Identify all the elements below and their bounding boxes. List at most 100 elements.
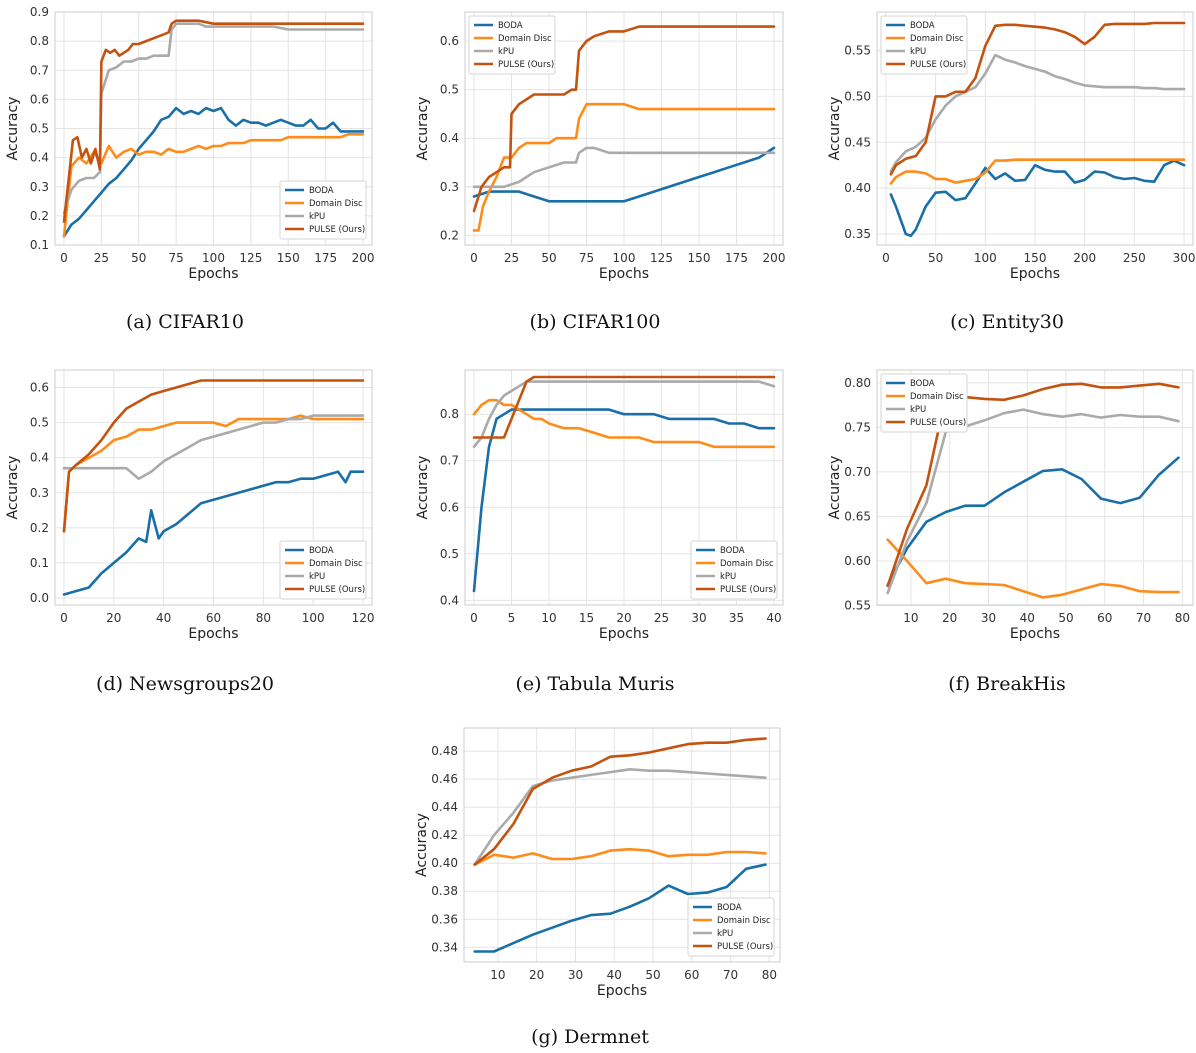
series-line	[472, 25, 776, 213]
y-tick-label: 0.7	[440, 454, 459, 468]
legend-label: kPU	[717, 929, 733, 939]
x-tick-label: 50	[645, 968, 660, 982]
x-tick-label: 0	[470, 251, 478, 265]
legend-label: kPU	[720, 572, 736, 582]
x-tick-label: 40	[1020, 611, 1035, 625]
legend-box	[687, 897, 775, 957]
x-tick-label: 200	[352, 251, 375, 265]
x-tick-label: 125	[650, 251, 673, 265]
y-tick-label: 0.5	[30, 416, 49, 430]
legend-label: BODA	[910, 379, 935, 389]
legend: BODA Domain Disc kPU PULSE (Ours)	[687, 897, 775, 957]
legend-box	[690, 540, 778, 600]
legend-box	[279, 180, 367, 240]
chart-panel: 0.55 0.60 0.65 0.70 0.75 0.80 10 20 30 40 50 60 70 80…	[827, 369, 1194, 695]
y-tick-label: 0.40	[844, 181, 871, 195]
legend-box	[880, 373, 968, 433]
x-tick-label: 70	[1136, 611, 1151, 625]
y-tick-label: 0.5	[30, 122, 49, 136]
series-line	[889, 158, 1186, 185]
legend-label: BODA	[717, 903, 742, 913]
x-tick-label: 100	[974, 251, 997, 265]
legend-box	[279, 540, 367, 600]
x-tick-label: 60	[1097, 611, 1112, 625]
legend-label: PULSE (Ours)	[910, 60, 966, 70]
legend-label: BODA	[309, 186, 334, 196]
series-line	[472, 408, 776, 593]
x-tick-label: 100	[302, 611, 325, 625]
legend: BODA Domain Disc kPU PULSE (Ours)	[880, 373, 968, 433]
x-tick-label: 100	[613, 251, 636, 265]
x-tick-label: 75	[168, 251, 183, 265]
y-tick-label: 0.5	[440, 547, 459, 561]
legend-box	[880, 15, 968, 75]
legend-label: kPU	[309, 212, 325, 222]
series-line	[472, 146, 776, 203]
y-axis-label: Accuracy	[827, 97, 843, 161]
legend-label: Domain Disc	[498, 34, 552, 44]
x-tick-label: 20	[106, 611, 121, 625]
x-tick-label: 20	[529, 968, 544, 982]
legend: BODA Domain Disc kPU PULSE (Ours)	[279, 180, 367, 240]
x-tick-label: 20	[616, 611, 631, 625]
y-tick-label: 0.50	[844, 89, 871, 103]
plot-frame	[463, 727, 781, 963]
plot-frame	[876, 369, 1194, 606]
legend-label: Domain Disc	[309, 559, 363, 569]
legend-label: BODA	[720, 546, 745, 556]
legend-label: PULSE (Ours)	[498, 60, 554, 70]
y-tick-label: 0.3	[30, 180, 49, 194]
series-line	[473, 737, 767, 866]
x-tick-label: 200	[1073, 251, 1096, 265]
x-tick-label: 70	[723, 968, 738, 982]
x-tick-label: 40	[156, 611, 171, 625]
legend-label: PULSE (Ours)	[717, 942, 773, 952]
legend-label: Domain Disc	[910, 392, 964, 402]
panel-caption: (e) Tabula Muris	[515, 673, 674, 695]
series-line	[473, 847, 767, 866]
x-axis-label: Epochs	[597, 983, 647, 999]
x-tick-label: 40	[766, 611, 781, 625]
x-tick-label: 0	[60, 611, 68, 625]
legend-label: kPU	[910, 47, 926, 57]
y-tick-label: 0.7	[30, 63, 49, 77]
x-tick-label: 30	[691, 611, 706, 625]
y-tick-label: 0.8	[30, 34, 49, 48]
chart-panel: 0.35 0.40 0.45 0.50 0.55 0 50 100 150 200 250 300 Ep…	[827, 11, 1196, 333]
y-axis-label: Accuracy	[415, 97, 431, 161]
y-axis-label: Accuracy	[5, 456, 21, 520]
legend: BODA Domain Disc kPU PULSE (Ours)	[468, 15, 556, 75]
plot-frame	[876, 11, 1194, 246]
panel-caption: (f) BreakHis	[948, 673, 1065, 695]
x-axis-label: Epochs	[188, 266, 238, 282]
y-tick-label: 0.6	[440, 500, 459, 514]
panel-caption: (d) Newsgroups20	[96, 673, 274, 695]
y-tick-label: 0.35	[844, 227, 871, 241]
y-tick-label: 0.60	[844, 554, 871, 568]
series-line	[62, 106, 365, 238]
series-line	[886, 538, 1180, 599]
y-tick-label: 0.44	[431, 800, 458, 814]
y-axis-label: Accuracy	[415, 456, 431, 520]
series-line	[472, 380, 776, 449]
legend-box	[468, 15, 556, 75]
x-tick-label: 10	[490, 968, 505, 982]
y-tick-label: 0.4	[440, 131, 459, 145]
legend-label: Domain Disc	[910, 34, 964, 44]
y-tick-label: 0.5	[440, 83, 459, 97]
y-tick-label: 0.70	[844, 465, 871, 479]
x-tick-label: 50	[928, 251, 943, 265]
y-tick-label: 0.45	[844, 135, 871, 149]
series-line	[886, 382, 1180, 588]
x-tick-label: 75	[579, 251, 594, 265]
x-tick-label: 5	[508, 611, 516, 625]
y-tick-label: 0.40	[431, 856, 458, 870]
legend-label: kPU	[498, 47, 514, 57]
legend-label: Domain Disc	[720, 559, 774, 569]
plot-frame	[464, 369, 784, 606]
x-tick-label: 60	[206, 611, 221, 625]
y-tick-label: 0.1	[30, 238, 49, 252]
y-axis-label: Accuracy	[414, 813, 430, 877]
x-tick-label: 40	[607, 968, 622, 982]
